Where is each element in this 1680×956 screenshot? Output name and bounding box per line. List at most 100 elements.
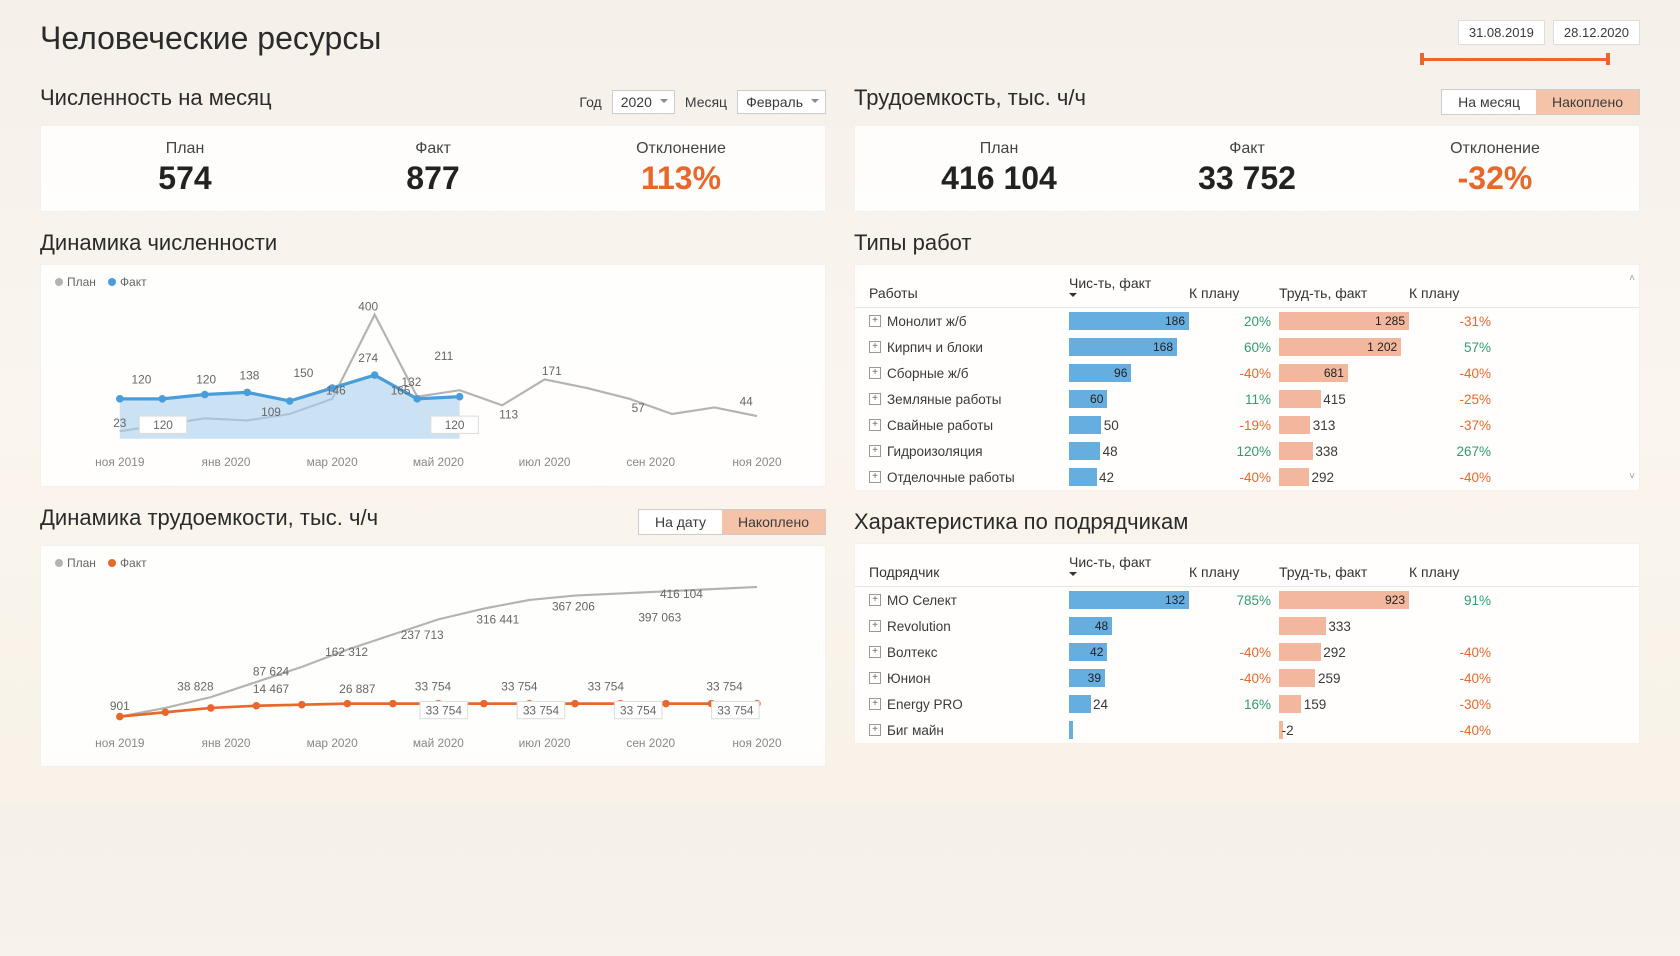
scroll-down-icon[interactable]: ˅ xyxy=(1629,471,1635,482)
kpi-item: Факт 877 xyxy=(309,140,557,197)
kpi-item: Факт 33 752 xyxy=(1123,140,1371,197)
bar-labor xyxy=(1279,468,1309,486)
col-header[interactable]: К плану xyxy=(1409,285,1499,301)
kpi-value: -32% xyxy=(1371,160,1619,197)
col-header[interactable]: К плану xyxy=(1189,564,1279,580)
bar-labor xyxy=(1279,442,1313,460)
svg-text:120: 120 xyxy=(153,418,173,432)
expand-icon[interactable]: + xyxy=(869,698,881,710)
expand-icon[interactable]: + xyxy=(869,724,881,736)
toggle-Накоплено[interactable]: Накоплено xyxy=(722,510,825,534)
expand-icon[interactable]: + xyxy=(869,620,881,632)
svg-text:57: 57 xyxy=(632,401,645,415)
date-from[interactable]: 31.08.2019 xyxy=(1458,20,1545,45)
svg-text:113: 113 xyxy=(499,407,518,421)
scroll-up-icon[interactable]: ˄ xyxy=(1629,273,1635,284)
slider-handle-right[interactable] xyxy=(1606,53,1610,65)
table-row[interactable]: +Сборные ж/б96-40%681-40% xyxy=(855,360,1639,386)
bar-labor xyxy=(1279,695,1301,713)
pct-to-plan: -31% xyxy=(1409,314,1499,329)
year-select[interactable]: 2020 xyxy=(612,90,675,114)
bar-headcount: 48 xyxy=(1069,617,1112,635)
date-range-slider[interactable]: 31.08.2019 28.12.2020 xyxy=(1390,20,1640,67)
table-row[interactable]: +Свайные работы50-19%313-37% xyxy=(855,412,1639,438)
month-select[interactable]: Февраль xyxy=(737,90,826,114)
pct-to-plan: -40% xyxy=(1409,366,1499,381)
table-row[interactable]: +МО Селект132785%92391% xyxy=(855,587,1639,613)
row-name: Волтекс xyxy=(887,645,937,660)
row-name: Гидроизоляция xyxy=(887,444,983,459)
expand-icon[interactable]: + xyxy=(869,315,881,327)
col-header[interactable]: Работы xyxy=(869,285,1069,301)
expand-icon[interactable]: + xyxy=(869,471,881,483)
kpi-label: План xyxy=(61,140,309,158)
col-header[interactable]: Чис-ть, факт xyxy=(1069,554,1189,580)
toggle-Накоплено[interactable]: Накоплено xyxy=(1536,90,1639,114)
col-header[interactable]: Подрядчик xyxy=(869,564,1069,580)
bar-headcount xyxy=(1069,695,1091,713)
table-row[interactable]: +Монолит ж/б18620%1 285-31% xyxy=(855,308,1639,334)
expand-icon[interactable]: + xyxy=(869,445,881,457)
dyn-labor-chart[interactable]: ноя 2019янв 2020мар 2020май 2020июл 2020… xyxy=(55,574,811,758)
svg-text:138: 138 xyxy=(240,368,260,382)
table-row[interactable]: +Energy PRO2416%159-30% xyxy=(855,691,1639,717)
pct-to-plan: -40% xyxy=(1409,671,1499,686)
headcount-kpi-panel: План 574Факт 877Отклонение 113% xyxy=(40,125,826,212)
labor-kpi-panel: План 416 104Факт 33 752Отклонение -32% xyxy=(854,125,1640,212)
col-header[interactable]: К плану xyxy=(1409,564,1499,580)
pct-to-plan: -40% xyxy=(1409,723,1499,738)
expand-icon[interactable]: + xyxy=(869,367,881,379)
svg-text:162 312: 162 312 xyxy=(325,645,368,659)
pct-to-plan: 785% xyxy=(1189,593,1279,608)
date-to[interactable]: 28.12.2020 xyxy=(1553,20,1640,45)
expand-icon[interactable]: + xyxy=(869,341,881,353)
svg-text:33 754: 33 754 xyxy=(717,703,754,717)
table-row[interactable]: +Биг майн-2-40% xyxy=(855,717,1639,743)
bar-value: 415 xyxy=(1323,392,1346,407)
kpi-label: План xyxy=(875,140,1123,158)
table-row[interactable]: +Юнион39-40%259-40% xyxy=(855,665,1639,691)
row-name: Земляные работы xyxy=(887,392,1001,407)
bar-value: 333 xyxy=(1328,619,1351,634)
table-row[interactable]: +Гидроизоляция48120%338267% xyxy=(855,438,1639,464)
svg-text:367 206: 367 206 xyxy=(552,599,595,613)
svg-text:мар 2020: мар 2020 xyxy=(307,735,358,749)
table-row[interactable]: +Отделочные работы42-40%292-40% xyxy=(855,464,1639,490)
bar-headcount: 42 xyxy=(1069,643,1107,661)
expand-icon[interactable]: + xyxy=(869,419,881,431)
table-row[interactable]: +Кирпич и блоки16860%1 20257% xyxy=(855,334,1639,360)
pct-to-plan: -40% xyxy=(1189,366,1279,381)
table-row[interactable]: +Земляные работы6011%415-25% xyxy=(855,386,1639,412)
svg-text:июл 2020: июл 2020 xyxy=(519,455,571,469)
svg-text:янв 2020: янв 2020 xyxy=(202,735,251,749)
kpi-value: 113% xyxy=(557,160,805,197)
legend-item: Факт xyxy=(108,556,147,570)
col-header[interactable]: К плану xyxy=(1189,285,1279,301)
slider-track[interactable] xyxy=(1390,51,1640,67)
kpi-item: План 416 104 xyxy=(875,140,1123,197)
col-header[interactable]: Чис-ть, факт xyxy=(1069,275,1189,301)
bar-headcount: 39 xyxy=(1069,669,1105,687)
dyn-head-chart[interactable]: ноя 2019янв 2020мар 2020май 2020июл 2020… xyxy=(55,293,811,477)
svg-text:сен 2020: сен 2020 xyxy=(626,455,675,469)
expand-icon[interactable]: + xyxy=(869,646,881,658)
expand-icon[interactable]: + xyxy=(869,393,881,405)
col-header[interactable]: Труд-ть, факт xyxy=(1279,285,1409,301)
expand-icon[interactable]: + xyxy=(869,672,881,684)
month-label: Месяц xyxy=(685,94,727,110)
slider-handle-left[interactable] xyxy=(1420,53,1424,65)
kpi-item: Отклонение -32% xyxy=(1371,140,1619,197)
bar-value: 292 xyxy=(1323,645,1346,660)
expand-icon[interactable]: + xyxy=(869,594,881,606)
svg-text:ноя 2019: ноя 2019 xyxy=(95,455,145,469)
svg-text:316 441: 316 441 xyxy=(476,612,519,626)
col-header[interactable]: Труд-ть, факт xyxy=(1279,564,1409,580)
toggle-На месяц[interactable]: На месяц xyxy=(1442,90,1536,114)
table-row[interactable]: +Revolution48333 xyxy=(855,613,1639,639)
table-row[interactable]: +Волтекс42-40%292-40% xyxy=(855,639,1639,665)
kpi-value: 416 104 xyxy=(875,160,1123,197)
row-name: Юнион xyxy=(887,671,931,686)
svg-text:132: 132 xyxy=(402,375,422,389)
bar-value: 259 xyxy=(1318,671,1341,686)
toggle-На дату[interactable]: На дату xyxy=(639,510,722,534)
